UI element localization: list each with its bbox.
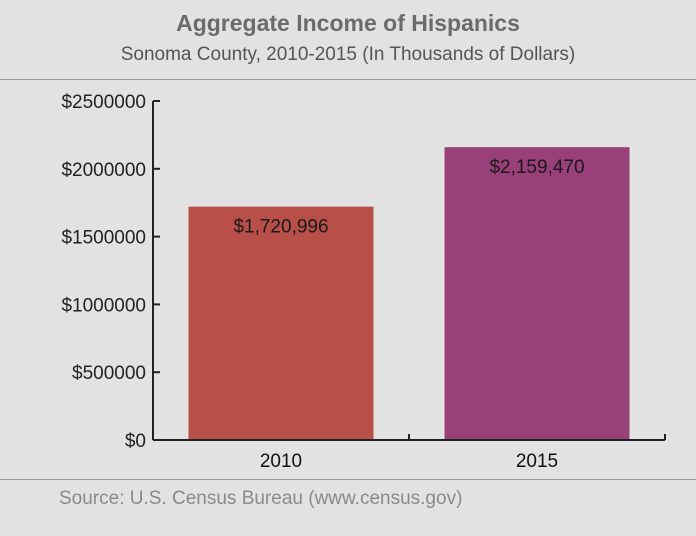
y-axis: $0 $500000 $1000000 $1500000 $2000000 $250000…: [61, 92, 160, 452]
footer-divider: [0, 479, 696, 480]
x-tick-label: 2010: [260, 451, 302, 472]
x-tick-label: 2015: [516, 451, 558, 472]
x-axis: 2010 2015: [152, 434, 666, 472]
chart-title: Aggregate Income of Hispanics: [176, 10, 520, 36]
y-tick-label: $2500000: [61, 92, 146, 113]
y-tick-label: $0: [125, 431, 146, 452]
bar-2010: [188, 206, 374, 440]
y-tick-label: $500000: [72, 363, 146, 384]
bar-2015: [444, 147, 630, 440]
source-note: Source: U.S. Census Bureau (www.census.g…: [59, 488, 463, 509]
y-tick-label: $2000000: [61, 160, 146, 181]
header-divider: [0, 79, 696, 80]
bars-group: $1,720,996 $2,159,470: [188, 147, 630, 440]
bar-value-label: $1,720,996: [233, 217, 328, 238]
chart-subtitle: Sonoma County, 2010-2015 (In Thousands o…: [120, 44, 576, 65]
y-tick-label: $1000000: [61, 295, 146, 316]
bar-value-label: $2,159,470: [489, 157, 584, 178]
y-tick-label: $1500000: [61, 228, 146, 249]
